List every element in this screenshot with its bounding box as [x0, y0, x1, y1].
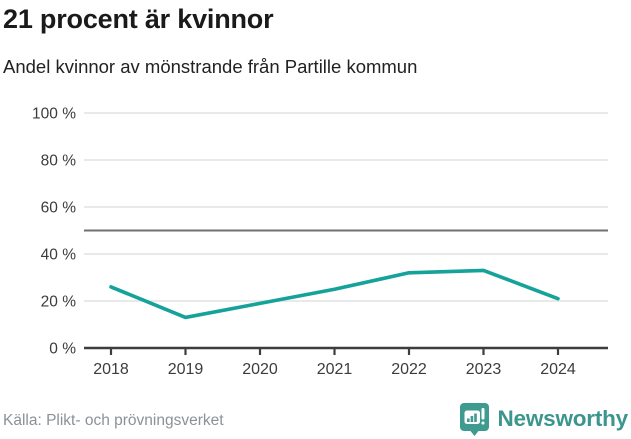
- chart-subtitle: Andel kvinnor av mönstrande från Partill…: [3, 56, 418, 77]
- chart-footer: Källa: Plikt- och prövningsverket Newswo…: [0, 400, 631, 439]
- x-tick-label: 2024: [540, 361, 576, 378]
- newsworthy-logo-icon: [460, 402, 490, 436]
- chart-area: 0 % 20 % 40 % 60 % 80 % 100 % 2018 2019 2020 2021…: [0, 96, 631, 390]
- y-tick-label: 80 %: [41, 153, 77, 170]
- line-chart: 0 % 20 % 40 % 60 % 80 % 100 % 2018 2019 2020 2021…: [32, 106, 608, 378]
- x-tick-label: 2022: [391, 361, 427, 378]
- data-line: [109, 268, 560, 320]
- y-tick-label: 60 %: [41, 200, 77, 217]
- x-tick-label: 2023: [466, 361, 502, 378]
- x-tick-label: 2020: [242, 361, 278, 378]
- x-tick-label: 2019: [168, 361, 204, 378]
- x-tick-label: 2018: [93, 361, 129, 378]
- y-tick-label: 0 %: [49, 341, 76, 358]
- brand-name: Newsworthy: [497, 406, 628, 431]
- y-tick-label: 100 %: [32, 106, 76, 123]
- y-tick-label: 40 %: [41, 247, 77, 264]
- x-tick-label: 2021: [317, 361, 353, 378]
- page-title: 21 procent är kvinnor: [3, 4, 274, 34]
- y-tick-label: 20 %: [41, 294, 77, 311]
- source-text: Källa: Plikt- och prövningsverket: [3, 412, 224, 429]
- newsworthy-logo: Newsworthy: [459, 401, 628, 437]
